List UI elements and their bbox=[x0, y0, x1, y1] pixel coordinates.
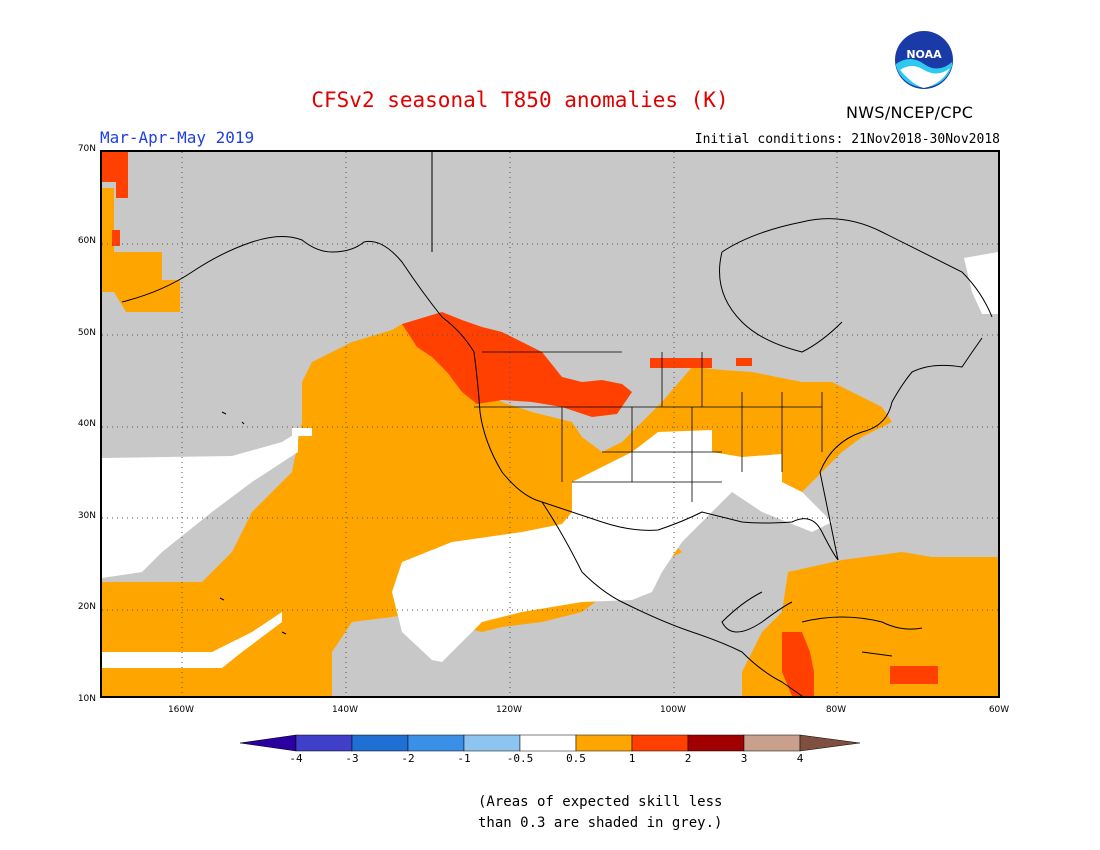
colorbar-swatch-minus1 bbox=[463, 734, 521, 752]
logo-text: NOAA bbox=[906, 48, 942, 61]
colorbar-swatch-3 bbox=[743, 734, 801, 752]
lon-label-60w: 60W bbox=[988, 705, 1010, 715]
colorbar-swatch-1 bbox=[631, 734, 689, 752]
agency-label: NWS/NCEP/CPC bbox=[846, 103, 974, 122]
skill-note-line2: than 0.3 are shaded in grey.) bbox=[478, 815, 723, 831]
skill-note-line1: (Areas of expected skill less bbox=[478, 794, 723, 810]
anomaly-map bbox=[100, 150, 1000, 698]
lat-label-60n: 60N bbox=[77, 236, 96, 246]
initial-conditions-label: Initial conditions: 21Nov2018-30Nov2018 bbox=[694, 132, 1000, 147]
colorbar-label: -1 bbox=[457, 752, 471, 765]
graticule bbox=[102, 152, 998, 696]
anomaly-map-svg bbox=[102, 152, 998, 696]
colorbar-swatch-minus4 bbox=[295, 734, 353, 752]
colorbar-label: -2 bbox=[401, 752, 415, 765]
lat-label-20n: 20N bbox=[77, 602, 96, 612]
lat-label-10n: 10N bbox=[77, 694, 96, 704]
skill-note: (Areas of expected skill less than 0.3 a… bbox=[478, 792, 722, 834]
lat-label-40n: 40N bbox=[77, 419, 96, 429]
colorbar-swatch-above-4 bbox=[799, 734, 860, 752]
lat-label-30n: 30N bbox=[77, 511, 96, 521]
anomaly-region-above-0-5 bbox=[102, 188, 998, 696]
lon-label-140w: 140W bbox=[331, 705, 359, 715]
borders bbox=[474, 351, 823, 502]
colorbar-swatch-below-minus4 bbox=[240, 734, 297, 752]
map-title: CFSv2 seasonal T850 anomalies (K) bbox=[311, 88, 729, 112]
colorbar-swatch-near-normal bbox=[519, 734, 577, 752]
colorbar-swatch-minus3 bbox=[351, 734, 409, 752]
colorbar-label: 0.5 bbox=[566, 752, 586, 765]
colorbar-label: -3 bbox=[345, 752, 359, 765]
colorbar-label: -0.5 bbox=[506, 752, 534, 765]
colorbar-label: 4 bbox=[796, 752, 804, 765]
colorbar-label: 2 bbox=[684, 752, 692, 765]
lon-label-80w: 80W bbox=[825, 705, 847, 715]
noaa-logo-icon: NOAA bbox=[895, 31, 953, 89]
lon-label-100w: 100W bbox=[659, 705, 687, 715]
colorbar-label: 3 bbox=[740, 752, 748, 765]
colorbar-swatch-2 bbox=[687, 734, 745, 752]
coastlines bbox=[121, 152, 993, 696]
colorbar-label: 1 bbox=[628, 752, 636, 765]
season-label: Mar-Apr-May 2019 bbox=[100, 128, 255, 147]
lon-label-120w: 120W bbox=[495, 705, 523, 715]
colorbar-label: -4 bbox=[289, 752, 303, 765]
colorbar bbox=[240, 734, 860, 752]
lon-label-160w: 160W bbox=[167, 705, 195, 715]
anomaly-region-near-normal bbox=[102, 252, 998, 668]
colorbar-swatch-0-5 bbox=[575, 734, 633, 752]
lat-label-50n: 50N bbox=[77, 328, 96, 338]
lat-label-70n: 70N bbox=[77, 144, 96, 154]
colorbar-swatch-minus2 bbox=[407, 734, 465, 752]
